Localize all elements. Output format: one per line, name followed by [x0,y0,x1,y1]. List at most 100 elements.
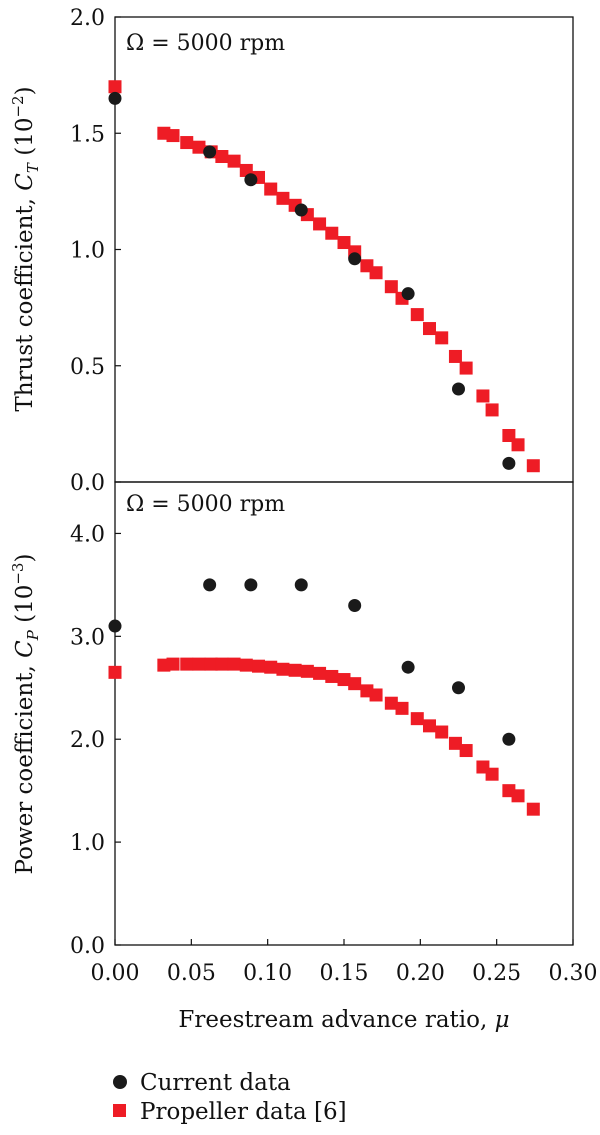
thrust-propeller-point [435,331,449,345]
thrust-propeller-point [410,308,424,322]
power-current-point [203,578,217,592]
power-propeller-point [276,662,290,676]
power-plot-frame [114,481,574,946]
thrust-propeller-point [313,217,327,231]
thrust-propeller-point [384,280,398,294]
power-y-tick-label: 3.0 [70,625,105,650]
thrust-propeller-point [180,136,194,150]
power-y-tick-label: 0.0 [70,934,105,959]
thrust-propeller-point [192,140,206,154]
power-panel: Ω = 5000 rpm Power coefficient, CP (10−3… [9,481,598,1033]
power-propeller-point [485,767,499,781]
x-tick-label: 0.05 [167,961,216,986]
thrust-current-point [401,287,415,301]
x-tick-label: 0.25 [472,961,521,986]
power-propeller-point [252,659,266,673]
thrust-y-axis-title-unit-close: ) [12,86,38,95]
thrust-current-point [244,173,258,187]
thrust-series [108,80,540,473]
power-propeller-point [526,802,540,816]
thrust-y-tick-label: 2.0 [70,6,105,31]
power-y-axis-title-exponent: −3 [9,563,27,585]
thrust-propeller-point [325,226,339,240]
power-current-point [108,619,122,633]
x-tick-label: 0.15 [320,961,369,986]
power-propeller-point [325,669,339,683]
thrust-y-ticks: 0.0 0.5 1.0 1.5 2.0 [70,6,121,496]
thrust-plot-frame [114,16,574,483]
thrust-y-axis-title-symbol: C [12,173,38,191]
power-panel-annotation: Ω = 5000 rpm [126,492,285,517]
thrust-current-point [203,145,217,159]
power-propeller-point [227,657,241,671]
power-propeller-point [215,657,229,671]
thrust-propeller-point [485,403,499,417]
power-propeller-point [337,673,351,687]
power-propeller-point [448,736,462,750]
thrust-panel: Ω = 5000 rpm Thrust coefficient, CT (10−… [9,6,574,496]
thrust-y-tick-label: 1.0 [70,239,105,264]
power-y-ticks: 0.0 1.0 2.0 3.0 4.0 [70,522,121,959]
power-current-point [452,681,465,695]
power-propeller-point [348,677,362,691]
thrust-propeller-point [369,266,383,280]
thrust-propeller-point [108,80,122,94]
power-current-point [244,578,258,592]
power-current-point [401,660,415,674]
power-propeller-point [239,658,253,672]
power-y-axis-title-unit-open: (10 [12,585,38,631]
thrust-propeller-point [337,236,351,250]
legend-current-marker [113,1075,127,1089]
power-y-axis-title-prefix: Power coefficient, [12,658,38,875]
thrust-propeller-point [215,150,229,163]
x-tick-label: 0.20 [396,961,445,986]
power-propeller-point [180,657,194,671]
x-axis-title-symbol: μ [495,1007,510,1033]
power-propeller-point [410,712,424,726]
thrust-current-point [452,382,465,396]
x-tick-label: 0.30 [549,961,598,986]
power-propeller-point [108,665,122,679]
power-propeller-point [369,688,383,702]
legend-propeller-marker [113,1104,126,1117]
thrust-y-axis-title-exponent: −2 [9,95,27,117]
thrust-y-axis-title: Thrust coefficient, CT (10−2) [9,86,42,411]
power-propeller-point [166,657,180,671]
x-tick-label: 0.00 [91,961,140,986]
thrust-propeller-point [511,438,525,452]
power-propeller-point [288,663,302,677]
power-propeller-point [384,696,398,710]
power-propeller-point [435,725,449,739]
x-axis-title: Freestream advance ratio, μ [178,1007,509,1033]
power-propeller-point [192,657,206,671]
thrust-y-tick-label: 0.0 [70,471,105,496]
thrust-y-axis-title-unit-open: (10 [12,118,38,164]
power-propeller-point [264,660,278,674]
power-current-point [348,598,362,612]
power-y-axis-title-subscript: P [24,629,42,641]
thrust-current-point [502,456,516,470]
thrust-propeller-point [264,182,278,196]
thrust-propeller-point [276,191,290,205]
power-current-point [502,732,516,746]
thrust-current-point [108,91,122,105]
power-y-tick-label: 1.0 [70,831,105,856]
power-series [108,578,540,816]
thrust-propeller-point [166,129,180,143]
power-current-point [294,578,308,592]
thrust-y-axis-title-subscript: T [24,162,42,173]
thrust-propeller-point [459,361,473,375]
thrust-panel-annotation: Ω = 5000 rpm [126,31,285,56]
thrust-propeller-point [422,322,436,336]
thrust-y-tick-label: 0.5 [70,355,105,380]
power-propeller-point [511,789,525,803]
power-propeller-point [422,719,436,733]
thrust-propeller-point [476,389,490,403]
power-y-tick-label: 2.0 [70,728,105,753]
thrust-y-tick-label: 1.5 [70,122,105,147]
thrust-propeller-point [227,154,241,168]
power-x-ticks: 0.00 0.05 0.10 0.15 0.20 0.25 0.30 [91,939,598,986]
thrust-current-point [294,203,308,217]
power-propeller-point [300,664,314,678]
power-y-axis-title-unit-close: ) [12,554,38,563]
